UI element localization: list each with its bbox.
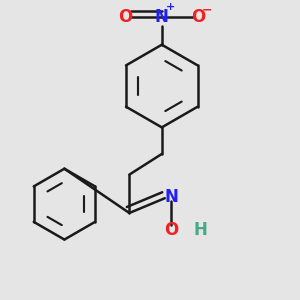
Text: −: −: [202, 4, 212, 17]
Text: O: O: [164, 221, 178, 239]
Text: H: H: [194, 221, 208, 239]
Text: O: O: [191, 8, 205, 26]
Text: O: O: [118, 8, 133, 26]
Text: +: +: [166, 2, 175, 12]
Text: N: N: [164, 188, 178, 206]
Text: N: N: [155, 8, 169, 26]
